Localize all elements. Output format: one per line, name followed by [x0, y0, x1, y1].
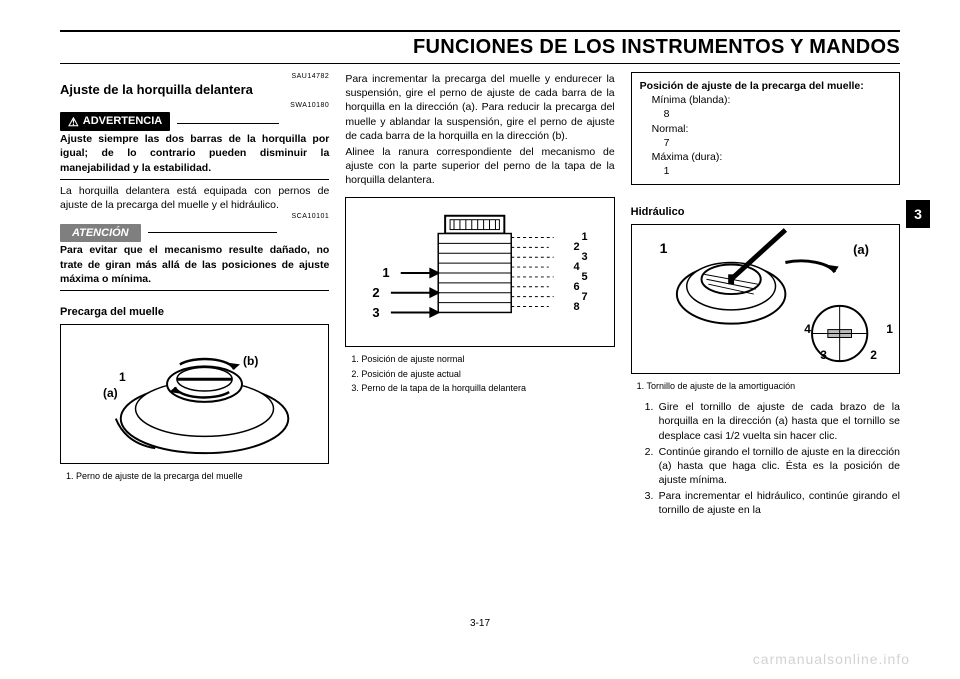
figure-hydraulic: 1 (a) 1 2 3 4	[631, 224, 900, 374]
body-text: Para incrementar la precarga del muelle …	[345, 72, 614, 143]
figure-label-1: 1	[660, 239, 668, 258]
figure-label-1: 1	[382, 264, 389, 282]
figure-label-a: (a)	[853, 241, 869, 259]
subheading: Hidráulico	[631, 205, 900, 220]
column-1: SAU14782 Ajuste de la horquilla delanter…	[60, 72, 329, 612]
dial-num-3: 3	[820, 347, 827, 363]
table-value: 8	[664, 107, 891, 121]
page-header: FUNCIONES DE LOS INSTRUMENTOS Y MANDOS	[60, 36, 900, 64]
scale-num: 5	[582, 270, 588, 285]
figure-adjuster-section: 1 2 3 4 5 6 7 8 1 2 3	[345, 197, 614, 347]
section-title: Ajuste de la horquilla delantera	[60, 81, 329, 99]
scale-num: 7	[582, 290, 588, 305]
list-item: 3. Para incrementar el hidráulico, conti…	[645, 489, 900, 517]
figure-label-a: (a)	[103, 385, 118, 401]
body-text: Alinee la ranura correspondiente del mec…	[345, 145, 614, 188]
doc-code: SCA10101	[60, 212, 329, 221]
dial-num-2: 2	[870, 347, 877, 363]
caution-text: Para evitar que el mecanismo resulte da­…	[60, 243, 329, 286]
table-row: Máxima (dura):	[652, 150, 891, 164]
figure-label-1: 1	[119, 369, 126, 385]
step-text: Gire el tornillo de ajuste de cada brazo…	[659, 400, 900, 443]
column-container: SAU14782 Ajuste de la horquilla delanter…	[60, 72, 900, 612]
warning-label: ADVERTENCIA	[83, 114, 162, 129]
watermark-text: carmanualsonline.info	[753, 651, 910, 667]
column-2: Para incrementar la precarga del muelle …	[345, 72, 614, 612]
settings-table: Posición de ajuste de la precarga del mu…	[631, 72, 900, 185]
step-text: Continúe girando el tornillo de ajuste e…	[659, 445, 900, 488]
column-3: Posición de ajuste de la precarga del mu…	[631, 72, 900, 612]
list-item: 2. Continúe girando el tornillo de ajust…	[645, 445, 900, 488]
figure-caption: 2. Posición de ajuste actual	[351, 368, 614, 380]
chapter-tab: 3	[906, 200, 930, 228]
doc-code: SWA10180	[60, 101, 329, 110]
table-row: Normal:	[652, 122, 891, 136]
doc-code: SAU14782	[60, 72, 329, 81]
list-item: 1. Gire el tornillo de ajuste de cada br…	[645, 400, 900, 443]
scale-num: 2	[574, 240, 580, 255]
scale-num: 1	[582, 230, 588, 245]
dial-num-1: 1	[886, 321, 893, 337]
caution-badge: ATENCIÓN	[60, 224, 141, 243]
figure-label-2: 2	[372, 284, 379, 302]
dial-num-4: 4	[804, 321, 811, 337]
warning-icon: ⚠	[68, 116, 79, 128]
top-rule	[60, 30, 900, 32]
step-text: Para incrementar el hidráulico, conti­nú…	[659, 489, 900, 517]
rule-line	[177, 123, 279, 124]
figure-caption: 1. Posición de ajuste normal	[351, 353, 614, 365]
figure-caption: 1. Tornillo de ajuste de la amortiguació…	[637, 380, 900, 392]
preload-diagram-icon	[61, 325, 328, 463]
warning-badge: ⚠ ADVERTENCIA	[60, 112, 170, 131]
step-list: 1. Gire el tornillo de ajuste de cada br…	[645, 400, 900, 519]
caution-label: ATENCIÓN	[72, 226, 129, 241]
figure-caption: 1. Perno de ajuste de la precarga del mu…	[66, 470, 329, 482]
rule-line	[148, 232, 277, 233]
table-row: Mínima (blanda):	[652, 93, 891, 107]
manual-page: FUNCIONES DE LOS INSTRUMENTOS Y MANDOS S…	[0, 0, 960, 679]
subheading: Precarga del muelle	[60, 305, 329, 320]
table-value: 1	[664, 164, 891, 178]
rule-line	[60, 179, 329, 180]
table-header: Posición de ajuste de la precarga del mu…	[640, 79, 891, 93]
scale-num: 8	[574, 300, 580, 315]
warning-text: Ajuste siempre las dos barras de la hor­…	[60, 132, 329, 175]
body-text: La horquilla delantera está equipada con…	[60, 184, 329, 212]
step-number: 3.	[645, 489, 659, 517]
figure-caption: 3. Perno de la tapa de la horquilla dela…	[351, 382, 614, 394]
rule-line	[60, 290, 329, 291]
page-number: 3-17	[60, 618, 900, 629]
step-number: 1.	[645, 400, 659, 443]
figure-label-b: (b)	[243, 353, 258, 369]
figure-preload-spring: (b) 1 (a)	[60, 324, 329, 464]
step-number: 2.	[645, 445, 659, 488]
table-value: 7	[664, 136, 891, 150]
figure-label-3: 3	[372, 304, 379, 322]
scale-num: 4	[574, 260, 580, 275]
scale-num: 6	[574, 280, 580, 295]
scale-num: 3	[582, 250, 588, 265]
